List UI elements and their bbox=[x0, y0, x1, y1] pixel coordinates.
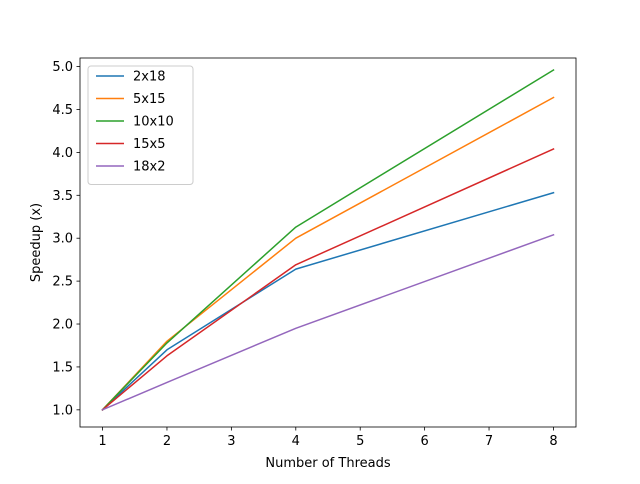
legend-label: 18x2 bbox=[133, 160, 166, 175]
y-axis: 1.0 1.5 2.0 2.5 3.0 3.5 4.0 4.5 5.0 bbox=[52, 60, 80, 418]
series-line-10x10 bbox=[101, 68, 555, 411]
x-axis: 1 2 3 4 5 6 7 8 bbox=[98, 427, 558, 449]
y-tick-label: 1.5 bbox=[52, 360, 73, 375]
y-tick-label: 3.0 bbox=[52, 232, 73, 247]
x-axis-label: Number of Threads bbox=[265, 456, 390, 471]
y-tick-label: 4.0 bbox=[52, 146, 73, 161]
x-tick-label: 3 bbox=[227, 434, 235, 449]
series-line-15x5 bbox=[101, 148, 555, 411]
x-tick-label: 6 bbox=[420, 434, 428, 449]
y-tick-label: 4.5 bbox=[52, 103, 73, 118]
series-layer bbox=[101, 68, 555, 411]
x-tick-label: 7 bbox=[485, 434, 493, 449]
axes-layer bbox=[79, 57, 577, 428]
legend: 2x18 5x15 10x10 15x5 18x2 bbox=[87, 65, 194, 185]
x-tick-label: 5 bbox=[356, 434, 364, 449]
legend-label: 5x15 bbox=[133, 92, 166, 107]
y-axis-label: Speedup (x) bbox=[29, 203, 44, 282]
y-tick-label: 3.5 bbox=[52, 189, 73, 204]
legend-label: 2x18 bbox=[133, 70, 166, 85]
x-tick-label: 8 bbox=[549, 434, 557, 449]
legend-label: 15x5 bbox=[133, 137, 166, 152]
y-tick-label: 1.0 bbox=[52, 403, 73, 418]
y-tick-label: 2.0 bbox=[52, 318, 73, 333]
plot-frame bbox=[79, 57, 577, 428]
x-tick-label: 2 bbox=[163, 434, 171, 449]
x-tick-label: 4 bbox=[292, 434, 300, 449]
series-line-18x2 bbox=[101, 233, 555, 411]
y-tick-label: 5.0 bbox=[52, 60, 73, 75]
y-tick-label: 2.5 bbox=[52, 275, 73, 290]
legend-box bbox=[87, 65, 194, 185]
x-tick-label: 1 bbox=[98, 434, 106, 449]
legend-label: 10x10 bbox=[133, 115, 174, 130]
